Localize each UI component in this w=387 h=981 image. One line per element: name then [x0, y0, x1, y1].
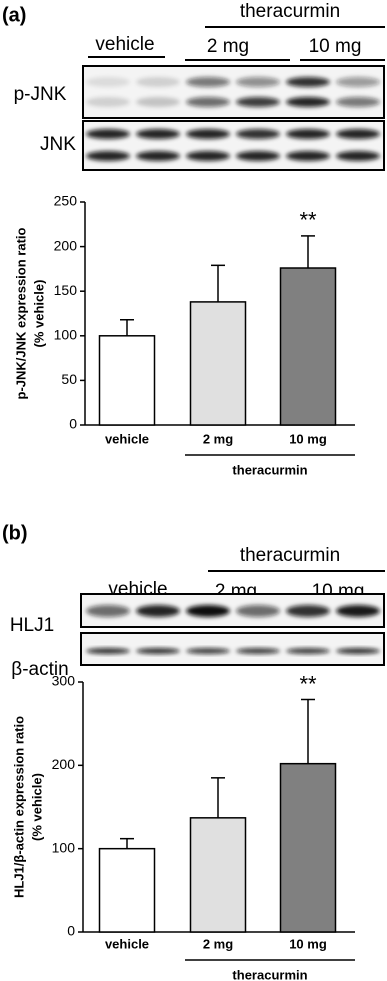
y-tick-label: 300: [52, 673, 76, 689]
panel-label: (b): [2, 522, 28, 544]
blot-band: [186, 605, 230, 617]
blot-label: JNK: [40, 134, 76, 155]
bar: [279, 762, 337, 933]
lane-label: 2 mg: [207, 36, 249, 57]
x-tick-label: 10 mg: [289, 431, 327, 446]
blot-frame: [82, 120, 385, 171]
blot-band: [236, 97, 280, 107]
x-tick-label: 2 mg: [203, 936, 233, 951]
y-axis-label: (% vehicle): [29, 773, 44, 841]
blot-bands: [86, 129, 380, 161]
blot-band: [136, 605, 180, 617]
blot-frame: [80, 632, 385, 666]
blot-band: [136, 648, 180, 654]
blot-frame: [80, 593, 385, 628]
bar: [189, 817, 247, 933]
blot-band: [86, 648, 130, 654]
blot-band: [186, 648, 230, 654]
bar: [98, 335, 156, 426]
blot-band: [236, 129, 280, 139]
y-tick-label: 50: [61, 371, 77, 387]
y-tick-label: 0: [69, 416, 77, 432]
blot-band: [136, 77, 180, 87]
blot-band: [236, 77, 280, 87]
lane-label: 10 mg: [309, 36, 362, 57]
blot-band: [86, 605, 130, 617]
group-label: theracurmin: [232, 462, 307, 477]
y-tick-label: 250: [54, 193, 78, 209]
blot-band: [236, 648, 280, 654]
significance: **: [299, 671, 317, 696]
lane-label: vehicle: [95, 34, 154, 55]
group-label: theracurmin: [240, 1, 340, 22]
group-label: theracurmin: [232, 967, 307, 981]
x-tick-label: 2 mg: [203, 431, 233, 446]
blot-band: [286, 605, 330, 617]
y-axis-label: (% vehicle): [31, 280, 46, 348]
blot-label: β-actin: [11, 659, 68, 680]
blot-band: [336, 77, 380, 87]
blot-band: [86, 77, 130, 87]
blot-frame: [82, 65, 385, 119]
y-tick-label: 200: [54, 237, 78, 253]
blot-bands: [86, 648, 380, 654]
blot-band: [136, 151, 180, 161]
blot-band: [186, 97, 230, 107]
x-tick-label: 10 mg: [289, 936, 327, 951]
blot-band: [336, 129, 380, 139]
y-tick-label: 0: [67, 923, 75, 939]
blot-label: p-JNK: [14, 84, 67, 105]
blot-band: [236, 151, 280, 161]
bar: [189, 301, 247, 426]
blot-band: [286, 151, 330, 161]
y-tick-label: 200: [52, 756, 76, 772]
blot-band: [136, 129, 180, 139]
blot-band: [286, 77, 330, 87]
blot-band: [236, 605, 280, 617]
x-tick-label: vehicle: [105, 431, 149, 446]
blot-band: [336, 605, 380, 617]
y-axis-label: p-JNK/JNK expression ratio: [13, 227, 28, 399]
blot-band: [86, 97, 130, 107]
blot-band: [336, 151, 380, 161]
blot-band: [86, 151, 130, 161]
significance: **: [299, 208, 317, 233]
bar: [279, 267, 337, 426]
blot-band: [336, 97, 380, 107]
blot-band: [186, 77, 230, 87]
blot-band: [286, 97, 330, 107]
blot-band: [186, 129, 230, 139]
x-tick-label: vehicle: [105, 936, 149, 951]
y-tick-label: 150: [54, 282, 78, 298]
group-label: theracurmin: [240, 545, 340, 566]
blot-bands: [86, 77, 380, 107]
blot-band: [86, 129, 130, 139]
y-axis-label: HLJ1/β-actin expression ratio: [11, 716, 26, 898]
blot-band: [186, 151, 230, 161]
y-tick-label: 100: [52, 839, 76, 855]
blot-band: [136, 97, 180, 107]
blot-label: HLJ1: [10, 615, 54, 636]
blot-band: [336, 648, 380, 654]
blot-band: [286, 648, 330, 654]
bar: [98, 847, 156, 933]
panel-label: (a): [2, 4, 26, 26]
y-tick-label: 100: [54, 327, 78, 343]
blot-band: [286, 129, 330, 139]
blot-bands: [86, 605, 380, 617]
